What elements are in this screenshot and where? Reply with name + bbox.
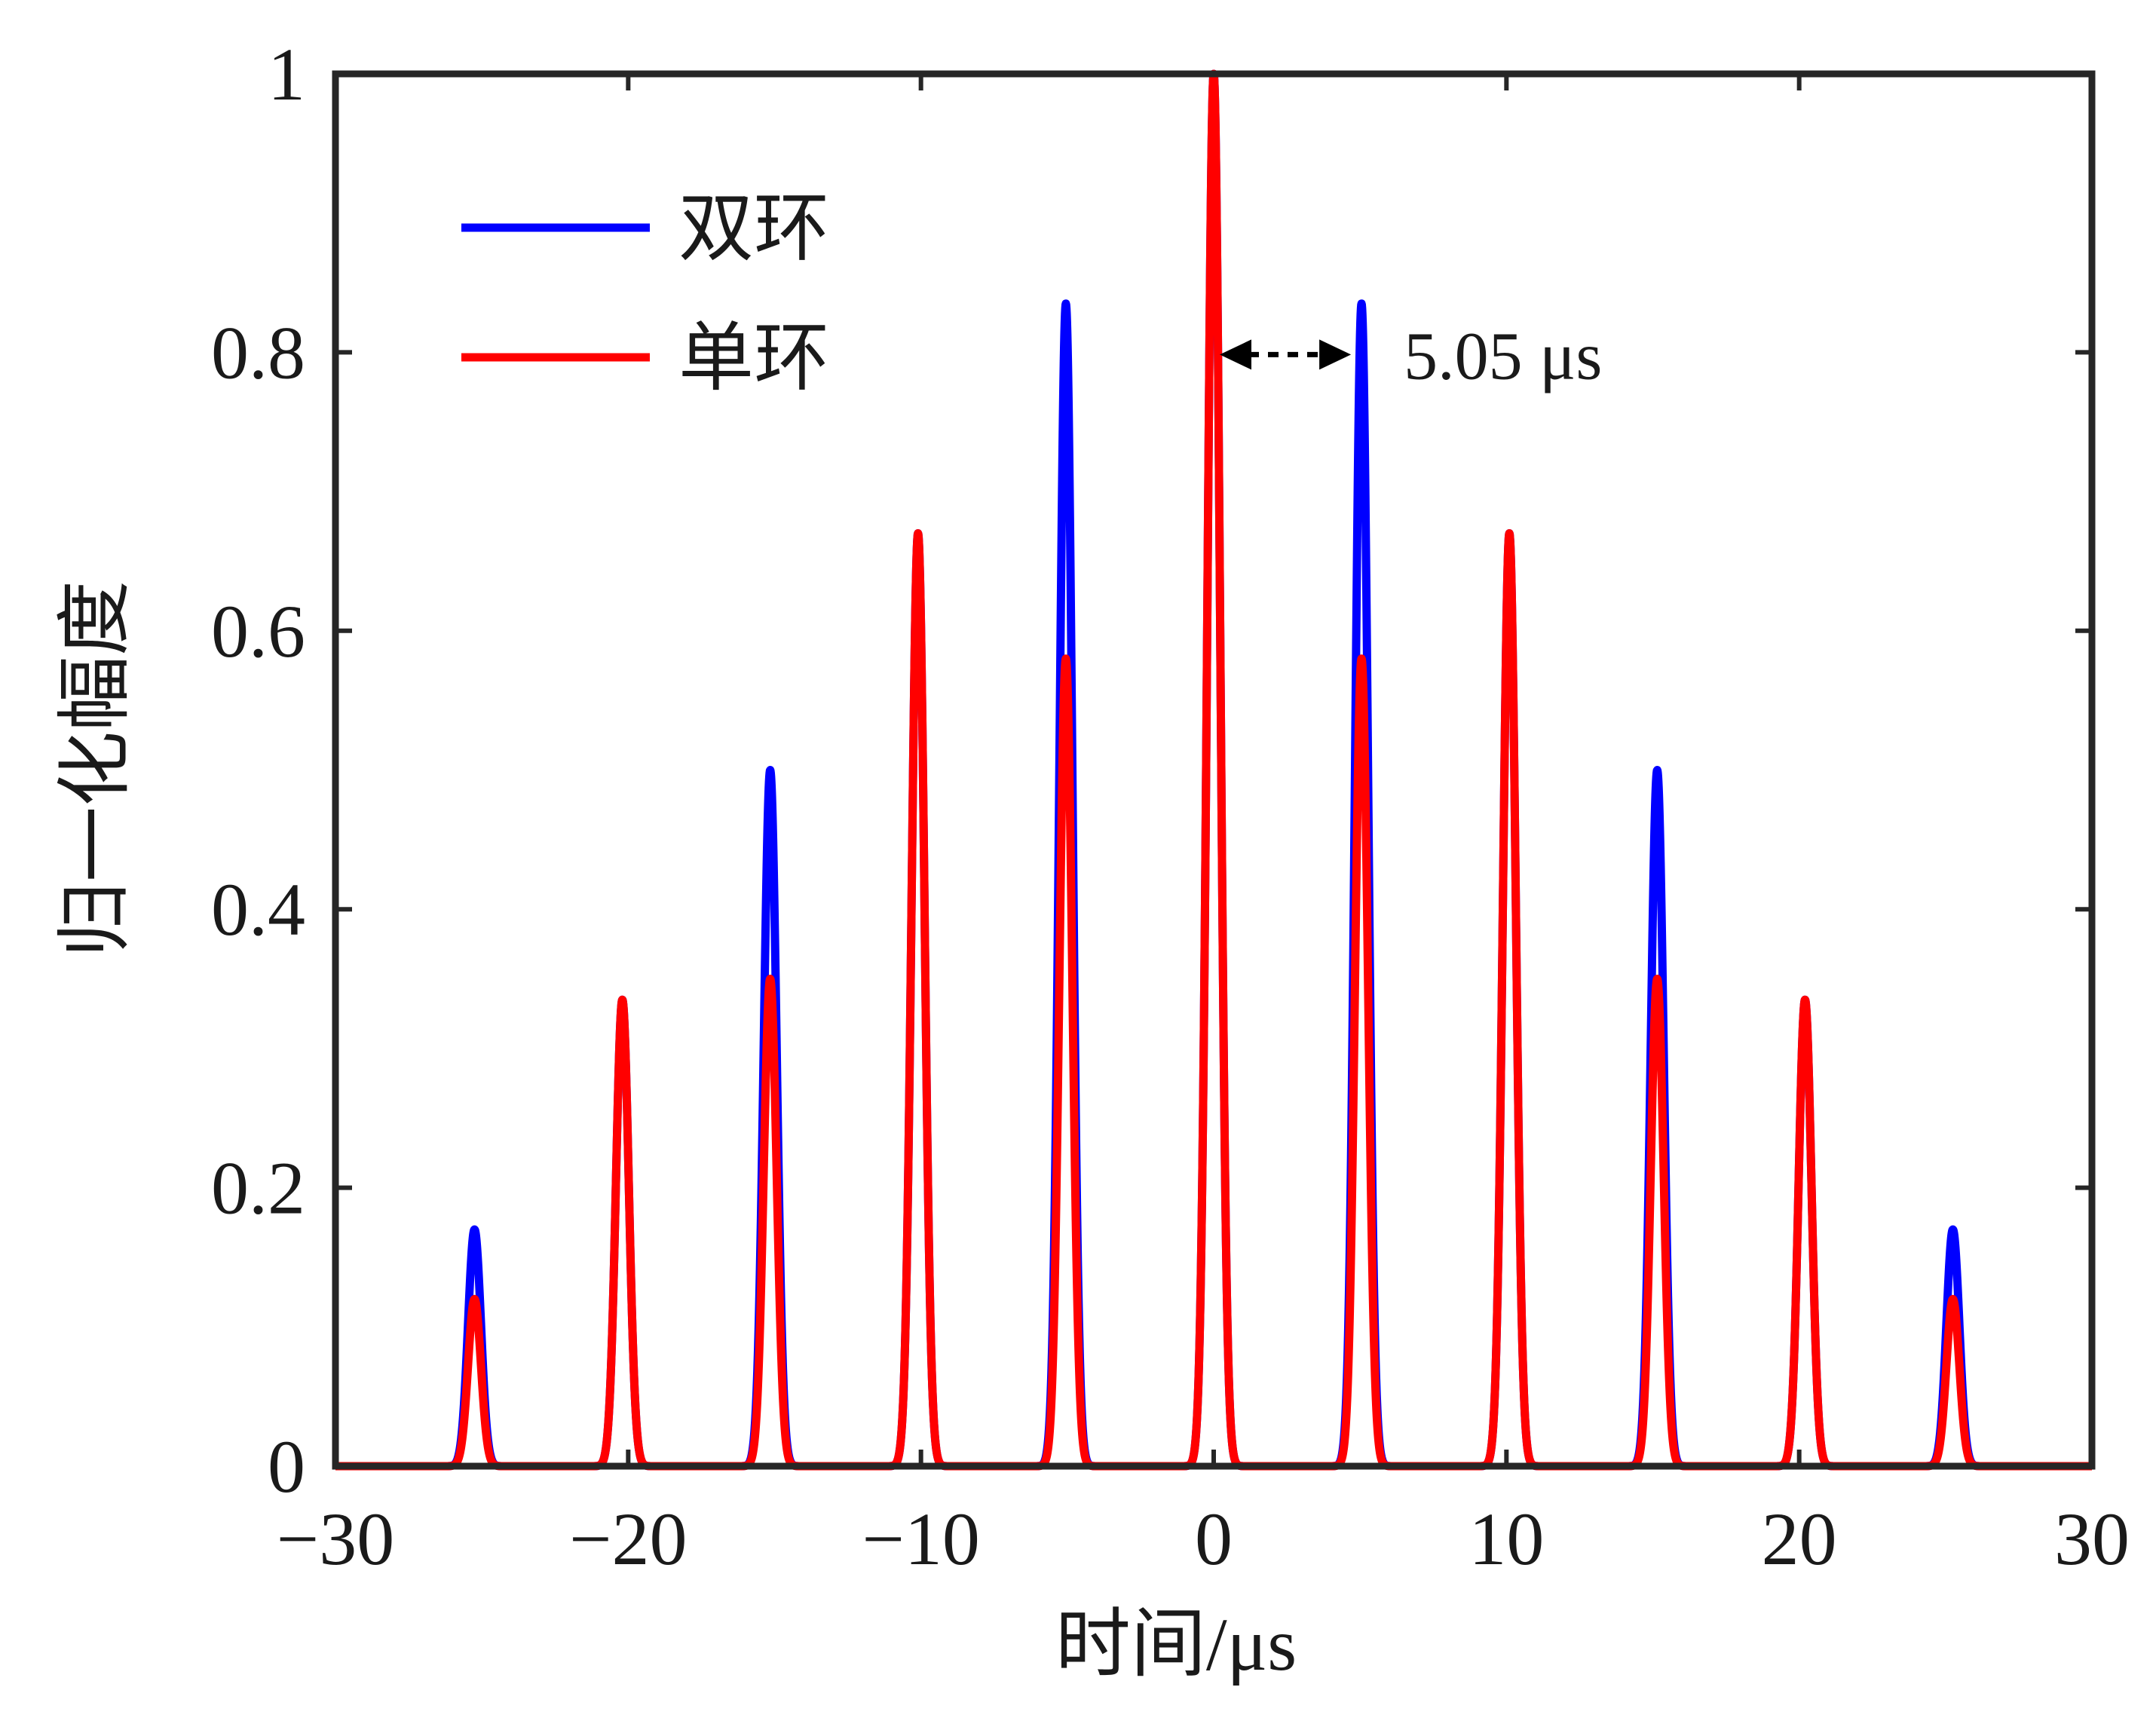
x-tick-label: 30	[2054, 1497, 2130, 1581]
axes-box	[332, 70, 2096, 1470]
y-tick-label: 0.4	[211, 868, 305, 951]
series-line-red	[331, 69, 2096, 1471]
annotation: 5.05 μs	[1220, 319, 1602, 393]
x-tick-label: −30	[277, 1497, 394, 1581]
series-layer	[331, 69, 2096, 1471]
y-tick-label: 0.8	[211, 311, 305, 394]
legend-label: 单环	[678, 317, 829, 400]
y-tick-label: 0.6	[211, 589, 305, 673]
x-tick-label: 10	[1468, 1497, 1544, 1581]
x-tick-label: −20	[569, 1497, 687, 1581]
x-tick-label: 20	[1762, 1497, 1837, 1581]
x-axis-label: 时间/μs	[1055, 1603, 1297, 1686]
x-tick-label: −10	[862, 1497, 979, 1581]
legend-label: 双环	[678, 187, 829, 271]
y-tick-label: 1	[268, 32, 305, 116]
y-tick-label: 0.2	[211, 1147, 305, 1230]
y-axis-label: 归一化幅度	[54, 580, 137, 957]
x-tick-label: 0	[1195, 1497, 1233, 1581]
annotation-label: 5.05 μs	[1404, 319, 1602, 393]
y-tick-label: 0	[268, 1425, 305, 1508]
axis-ticks: −30 −20 −10 0 10 20 30 0 0.2 0.4 0.6 0.8 1	[211, 32, 2130, 1581]
annotation-arrowhead-right	[1319, 339, 1352, 370]
annotation-arrowhead-left	[1220, 339, 1251, 370]
